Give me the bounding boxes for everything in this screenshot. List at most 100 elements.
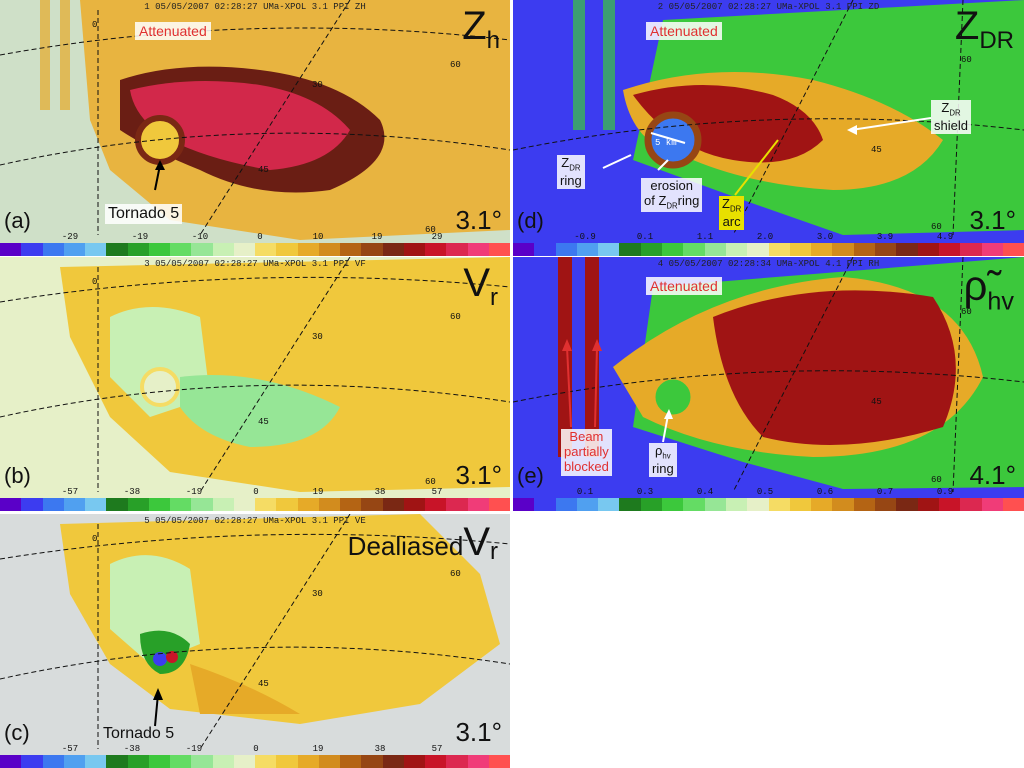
panel-a-tick: -19 <box>131 232 149 242</box>
panel-d-tick: 3.9 <box>876 232 894 242</box>
panel-d-range-45: 45 <box>871 145 882 155</box>
panel-c-range-0: 0 <box>92 534 98 544</box>
panel-a-range-0: 0 <box>92 20 98 30</box>
colorbar-swatch <box>555 498 577 511</box>
panel-c-tick: -38 <box>123 744 141 754</box>
panel-a-range-60a: 60 <box>450 60 461 70</box>
colorbar-swatch <box>662 243 684 256</box>
panel-d-arc-word: arc <box>722 213 741 229</box>
panel-e-rho-main: ρ <box>655 443 663 458</box>
colorbar-swatch <box>212 243 234 256</box>
panel-c-title: DealiasedVr <box>348 522 498 564</box>
panel-b-label: (b) <box>4 463 31 488</box>
radar-image-zh <box>0 0 510 256</box>
panel-d-range-60b: 60 <box>931 222 942 232</box>
colorbar-swatch <box>789 243 812 256</box>
colorbar-swatch <box>318 498 340 511</box>
panel-e-rho-sub: hv <box>662 451 671 461</box>
panel-b-title-sub: r <box>490 284 498 311</box>
colorbar-swatch <box>318 755 340 768</box>
panel-b-range-30: 30 <box>312 332 323 342</box>
colorbar-swatch <box>768 243 790 256</box>
colorbar-swatch <box>534 243 556 256</box>
panel-e-colorbar-ticks: 0.1 0.3 0.4 0.5 0.6 0.7 0.9 <box>513 487 1024 497</box>
panel-b-tick: 38 <box>374 487 386 497</box>
panel-b-range-0: 0 <box>92 277 98 287</box>
panel-c-dealiased-vr: 5 05/05/2007 02:28:27 UMa-XPOL 3.1 PPI V… <box>0 514 510 768</box>
panel-d-shield-word: shield <box>934 117 968 133</box>
panel-c-range-45: 45 <box>258 679 269 689</box>
colorbar-swatch <box>382 755 404 768</box>
panel-d-tick: 4.9 <box>936 232 954 242</box>
radar-image-dealiased-vr <box>0 514 510 768</box>
panel-d-shield-sub: DR <box>949 108 961 118</box>
colorbar-swatch <box>853 498 876 511</box>
colorbar-swatch <box>361 755 383 768</box>
colorbar-swatch <box>297 755 319 768</box>
panel-d-zdr-ring-word: ring <box>560 172 582 188</box>
colorbar-swatch <box>598 243 620 256</box>
panel-e-tick: 0.1 <box>576 487 594 497</box>
panel-c-tick: -19 <box>185 744 203 754</box>
colorbar-swatch <box>832 243 854 256</box>
colorbar-swatch <box>640 243 663 256</box>
colorbar-swatch <box>63 498 85 511</box>
colorbar-swatch <box>42 243 64 256</box>
panel-e-tick: 0.3 <box>636 487 654 497</box>
colorbar-swatch <box>340 243 362 256</box>
panel-d-elevation: 3.1° <box>969 205 1016 235</box>
colorbar-swatch <box>467 755 489 768</box>
panel-c-title-sub: r <box>490 538 498 566</box>
colorbar-swatch <box>212 498 234 511</box>
colorbar-swatch <box>85 243 107 256</box>
colorbar-swatch <box>21 498 43 511</box>
colorbar-swatch <box>853 243 876 256</box>
colorbar-swatch <box>725 243 748 256</box>
panel-e-elevation: 4.1° <box>969 460 1016 490</box>
panel-a-title-sub: h <box>486 27 500 54</box>
colorbar-swatch <box>255 755 277 768</box>
colorbar-swatch <box>191 243 213 256</box>
colorbar-swatch <box>0 498 22 511</box>
panel-a-tick: -10 <box>191 232 209 242</box>
colorbar-swatch <box>640 498 663 511</box>
colorbar-swatch <box>446 755 468 768</box>
panel-b-tick: 0 <box>253 487 259 497</box>
colorbar-swatch <box>63 243 85 256</box>
panel-a-tick: -29 <box>61 232 79 242</box>
panel-e-rho-word: ring <box>652 460 674 476</box>
colorbar-swatch <box>425 755 447 768</box>
colorbar-swatch <box>85 498 107 511</box>
colorbar-swatch <box>63 755 85 768</box>
colorbar-swatch <box>811 498 833 511</box>
colorbar-swatch <box>725 498 748 511</box>
panel-b-tick: 19 <box>312 487 324 497</box>
panel-b-title-main: V <box>463 261 490 305</box>
colorbar-swatch <box>467 243 489 256</box>
panel-e-tick: 0.7 <box>876 487 894 497</box>
colorbar-swatch <box>960 243 982 256</box>
panel-b-colorbar <box>0 498 510 511</box>
colorbar-swatch <box>425 498 447 511</box>
panel-b-range-60a: 60 <box>450 312 461 322</box>
colorbar-swatch <box>446 243 468 256</box>
colorbar-swatch <box>0 243 22 256</box>
colorbar-swatch <box>747 243 769 256</box>
panel-b-elevation: 3.1° <box>455 460 502 490</box>
panel-e-tick: 0.9 <box>936 487 954 497</box>
panel-d-erosion-line1: erosion <box>650 178 693 193</box>
colorbar-swatch <box>191 755 213 768</box>
colorbar-swatch <box>576 498 599 511</box>
colorbar-swatch <box>233 498 255 511</box>
panel-d-arc-label: ZDR arc <box>719 196 745 231</box>
panel-a-range-60b: 60 <box>425 225 436 235</box>
panel-a-attenuated-label: Attenuated <box>135 22 211 40</box>
panel-d-colorbar <box>513 243 1024 256</box>
colorbar-swatch <box>233 755 255 768</box>
panel-c-range-60: 60 <box>450 569 461 579</box>
panel-e-beam3: blocked <box>564 458 609 474</box>
panel-b-tick: -38 <box>123 487 141 497</box>
panel-d-range-60a: 60 <box>961 55 972 65</box>
colorbar-swatch <box>127 243 149 256</box>
panel-c-elevation: 3.1° <box>455 717 502 747</box>
